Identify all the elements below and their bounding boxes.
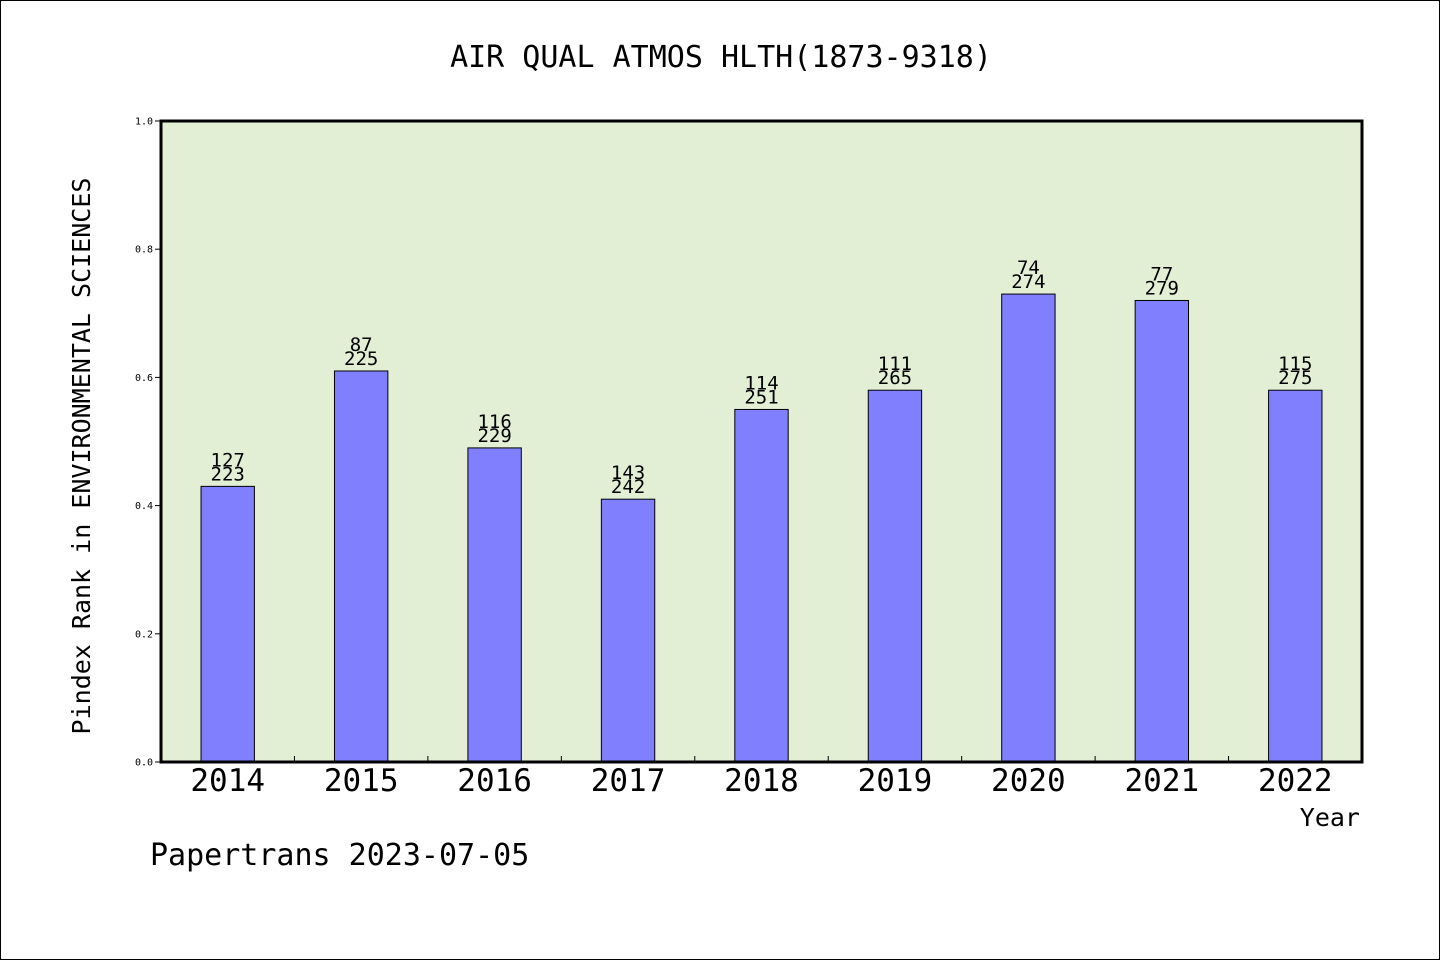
x-tick-label-2019: 2019 xyxy=(858,763,933,799)
footer-credit: Papertrans 2023-07-05 xyxy=(150,838,529,873)
bar-2021 xyxy=(1134,299,1190,763)
bars-group xyxy=(200,293,1323,763)
x-tick-label-2018: 2018 xyxy=(724,763,799,799)
rank-label-2014: 127 xyxy=(211,449,245,471)
rank-label-2020: 74 xyxy=(1017,257,1040,279)
bar-2017 xyxy=(600,498,656,763)
bar-2020 xyxy=(1001,293,1056,763)
x-tick-label-2021: 2021 xyxy=(1125,763,1200,799)
rank-label-2018: 114 xyxy=(744,372,778,394)
rank-label-2021: 77 xyxy=(1150,263,1173,285)
chart-title: AIR QUAL ATMOS HLTH(1873-9318) xyxy=(450,40,992,75)
rank-label-2017: 143 xyxy=(611,462,645,484)
total-label-2020: 274 xyxy=(1011,271,1045,293)
rank-label-2016: 116 xyxy=(477,411,511,433)
y-tick-label-0.6: 0.6 xyxy=(135,373,153,384)
total-label-2019: 265 xyxy=(878,367,912,389)
y-tick-label-0.8: 0.8 xyxy=(135,245,153,256)
bar-2015 xyxy=(333,370,389,763)
y-tick-label-1.0: 1.0 xyxy=(135,117,153,128)
x-tick-label-2022: 2022 xyxy=(1258,763,1333,799)
x-tick-label-2017: 2017 xyxy=(591,763,666,799)
plot-border xyxy=(159,119,1364,764)
bar-2018 xyxy=(734,408,789,763)
y-axis-label: Pindex Rank in ENVIRONMENTAL SCIENCES xyxy=(67,178,96,735)
bar-2019 xyxy=(867,389,923,763)
rank-label-2019: 111 xyxy=(878,353,912,375)
rank-label-2015: 87 xyxy=(350,334,373,356)
y-tick-label-0.0: 0.0 xyxy=(135,758,153,769)
rank-label-2022: 115 xyxy=(1278,353,1312,375)
total-label-2021: 279 xyxy=(1145,277,1179,299)
y-tick-label-0.4: 0.4 xyxy=(135,501,153,512)
bar-2014 xyxy=(200,485,255,763)
total-label-2018: 251 xyxy=(744,386,778,408)
bar-2016 xyxy=(467,447,522,763)
x-tick-label-2015: 2015 xyxy=(324,763,399,799)
x-axis-ticks: 2014 2015 2016 2017 2018 2019 2020 2021 2022 xyxy=(190,756,1333,799)
total-label-2015: 225 xyxy=(344,348,378,370)
x-tick-label-2016: 2016 xyxy=(457,763,532,799)
y-axis-ticks: 0.0 0.2 0.4 0.6 0.8 1.0 xyxy=(135,117,161,769)
x-tick-label-2014: 2014 xyxy=(190,763,265,799)
bar-2022 xyxy=(1268,389,1323,763)
total-label-2022: 275 xyxy=(1278,367,1312,389)
total-label-2016: 229 xyxy=(477,425,511,447)
x-tick-label-2020: 2020 xyxy=(991,763,1066,799)
x-axis-label: Year xyxy=(1300,803,1360,832)
total-label-2014: 223 xyxy=(211,463,245,485)
total-label-2017: 242 xyxy=(611,476,645,498)
y-tick-label-0.2: 0.2 xyxy=(135,629,153,640)
